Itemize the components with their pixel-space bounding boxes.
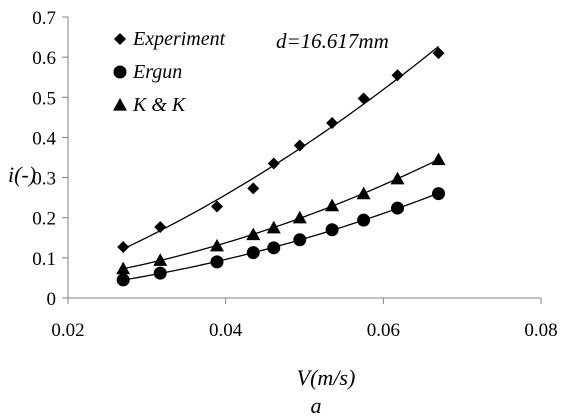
trendline-triangle (123, 158, 439, 270)
legend-label: K & K (132, 94, 187, 116)
y-tick-label: 0.5 (32, 88, 56, 109)
point-diamond (357, 92, 370, 105)
point-triangle (292, 210, 307, 224)
point-diamond (117, 241, 130, 254)
point-circle (116, 273, 130, 287)
y-tick-label: 0.2 (32, 209, 56, 230)
point-triangle (209, 238, 224, 252)
trendline-circle (123, 192, 439, 281)
y-tick-label: 0.7 (32, 8, 56, 29)
y-tick-label: 0.3 (32, 169, 56, 190)
x-tick-label: 0.08 (524, 320, 557, 341)
y-axis-label: i(-) (8, 162, 36, 187)
point-triangle (431, 152, 446, 166)
y-tick-label: 0.1 (32, 249, 56, 270)
point-diamond (432, 47, 445, 60)
point-triangle (153, 253, 168, 266)
x-tick-label: 0.04 (209, 320, 243, 341)
legend-marker-triangle (113, 98, 127, 111)
figure-caption: a (311, 393, 322, 418)
point-circle (432, 187, 446, 201)
point-diamond (326, 116, 339, 129)
diameter-annotation: d=16.617mm (276, 29, 389, 53)
point-circle (246, 246, 260, 260)
legend-label: Ergun (132, 61, 182, 83)
point-diamond (210, 200, 223, 213)
point-circle (267, 241, 281, 255)
point-circle (210, 255, 224, 269)
y-tick-label: 0.6 (32, 48, 56, 69)
y-ticks: 0 0.1 0.2 0.3 0.4 0.5 0.6 0.7 (32, 8, 68, 310)
point-circle (293, 233, 307, 247)
x-tick-label: 0.06 (367, 320, 400, 341)
x-ticks: 0.02 0.04 0.06 0.08 (51, 298, 558, 341)
point-diamond (293, 139, 306, 152)
data-points (116, 47, 446, 287)
point-diamond (247, 182, 260, 195)
point-circle (325, 223, 339, 237)
point-circle (153, 266, 167, 280)
legend-marker-circle (113, 65, 127, 79)
point-triangle (246, 227, 261, 241)
point-triangle (266, 220, 281, 234)
point-circle (357, 213, 371, 227)
point-diamond (154, 220, 167, 233)
x-tick-label: 0.02 (51, 320, 84, 341)
x-axis-label: V(m/s) (297, 365, 356, 390)
point-diamond (267, 157, 280, 170)
point-triangle (325, 198, 340, 212)
legend: Experiment Ergun K & K (113, 28, 226, 116)
y-tick-label: 0.4 (32, 128, 56, 149)
point-triangle (390, 171, 405, 185)
point-triangle (356, 186, 371, 200)
trendline-diamond (122, 45, 439, 250)
trendlines (122, 45, 439, 281)
point-diamond (391, 69, 404, 82)
point-triangle (116, 261, 131, 275)
point-circle (391, 201, 405, 215)
y-tick-label: 0 (47, 289, 57, 310)
legend-marker-diamond (114, 33, 126, 45)
legend-label: Experiment (132, 28, 226, 50)
axes: 0.02 0.04 0.06 0.08 0 0.1 0.2 0.3 0.4 0.5 0.6 0.7 (32, 8, 557, 341)
